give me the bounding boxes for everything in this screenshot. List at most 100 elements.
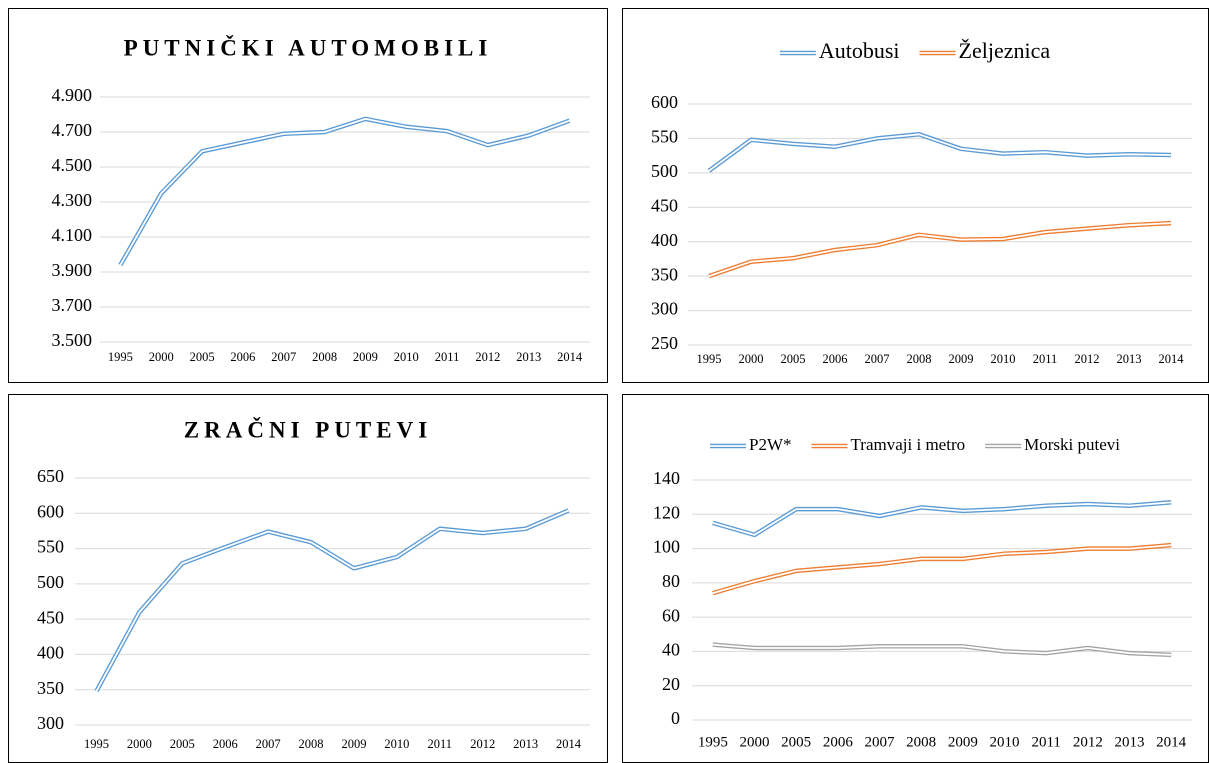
x-tick-label: 2007 <box>271 350 296 364</box>
x-tick-label: 2005 <box>781 734 811 750</box>
x-tick-label: 2000 <box>127 737 152 751</box>
panel-border <box>622 8 1209 383</box>
y-tick-label: 4.900 <box>52 85 93 105</box>
x-tick-label: 2006 <box>230 350 255 364</box>
y-tick-label: 450 <box>37 607 64 627</box>
line <box>94 508 570 693</box>
x-tick-label: 2014 <box>556 737 582 751</box>
y-tick-label: 3.900 <box>52 260 93 280</box>
x-tick-label: 2010 <box>384 737 409 751</box>
y-tick-label: 350 <box>651 264 678 284</box>
y-tick-label: 60 <box>662 605 680 625</box>
x-tick-label: 2009 <box>353 350 378 364</box>
x-tick-label: 2009 <box>949 352 974 366</box>
y-tick-label: 20 <box>662 674 680 694</box>
x-tick-label: 2014 <box>1156 734 1187 750</box>
y-tick-label: 4.300 <box>52 190 93 210</box>
x-tick-label: 2011 <box>1033 352 1058 366</box>
panel-border <box>8 8 608 383</box>
x-tick-label: 2012 <box>475 350 500 364</box>
y-tick-label: 3.500 <box>52 330 93 350</box>
x-tick-label: 2005 <box>190 350 215 364</box>
x-tick-label: 2005 <box>170 737 195 751</box>
x-tick-label: 2010 <box>990 734 1020 750</box>
y-tick-label: 100 <box>653 537 680 557</box>
x-tick-label: 2008 <box>299 737 324 751</box>
x-tick-label: 2013 <box>516 350 541 364</box>
x-tick-label: 2012 <box>470 737 495 751</box>
x-tick-label: 2008 <box>907 352 932 366</box>
x-tick-label: 2008 <box>906 734 936 750</box>
x-tick-label: 2012 <box>1075 352 1100 366</box>
y-tick-label: 550 <box>37 537 64 557</box>
chart-title: ZRAČNI PUTEVI <box>184 416 432 442</box>
y-tick-label: 140 <box>653 468 680 488</box>
line-inner <box>708 222 1172 277</box>
line-inner <box>712 501 1172 536</box>
x-tick-label: 2009 <box>341 737 366 751</box>
x-tick-label: 2008 <box>312 350 337 364</box>
panel-border <box>8 394 608 763</box>
x-tick-label: 2000 <box>740 734 770 750</box>
y-tick-label: 500 <box>37 572 64 592</box>
legend-label: Morski putevi <box>1024 435 1120 454</box>
x-tick-label: 2006 <box>823 734 854 750</box>
x-tick-label: 2012 <box>1073 734 1103 750</box>
x-tick-label: 2007 <box>256 737 281 751</box>
x-tick-label: 2009 <box>948 734 978 750</box>
y-tick-label: 550 <box>651 127 678 147</box>
y-tick-label: 650 <box>37 466 64 486</box>
x-tick-label: 1995 <box>84 737 109 751</box>
y-tick-label: 3.700 <box>52 295 93 315</box>
line <box>707 132 1172 173</box>
legend-label: P2W* <box>749 435 792 454</box>
y-tick-label: 400 <box>651 230 678 250</box>
x-tick-label: 2000 <box>739 352 764 366</box>
y-tick-label: 4.100 <box>52 225 93 245</box>
x-tick-label: 2013 <box>1115 734 1145 750</box>
x-tick-label: 2005 <box>781 352 806 366</box>
y-tick-label: 250 <box>651 333 678 353</box>
y-tick-label: 600 <box>37 501 64 521</box>
x-tick-label: 2007 <box>865 734 896 750</box>
y-tick-label: 600 <box>651 92 678 112</box>
y-tick-label: 120 <box>653 502 680 522</box>
y-tick-label: 500 <box>651 161 678 181</box>
legend-label: Autobusi <box>819 38 900 63</box>
x-tick-label: 1995 <box>697 352 722 366</box>
x-tick-label: 2011 <box>435 350 460 364</box>
legend-label: Tramvaji i metro <box>851 435 966 454</box>
line-inner <box>712 544 1172 594</box>
y-tick-label: 300 <box>37 713 64 733</box>
x-tick-label: 1995 <box>108 350 133 364</box>
y-tick-label: 4.500 <box>52 155 93 175</box>
x-tick-label: 2011 <box>428 737 453 751</box>
chart-title: PUTNIČKI AUTOMOBILI <box>124 34 493 60</box>
line-inner <box>712 643 1172 656</box>
x-tick-label: 2013 <box>513 737 538 751</box>
y-tick-label: 350 <box>37 678 64 698</box>
line-inner <box>708 133 1172 172</box>
x-tick-label: 2013 <box>1117 352 1142 366</box>
x-tick-label: 1995 <box>698 734 728 750</box>
x-tick-label: 2014 <box>557 350 583 364</box>
line <box>708 220 1172 279</box>
line-inner <box>119 118 570 266</box>
line <box>712 542 1172 596</box>
x-tick-label: 2000 <box>149 350 174 364</box>
y-tick-label: 0 <box>671 708 680 728</box>
x-tick-label: 2006 <box>213 737 238 751</box>
x-tick-label: 2011 <box>1031 734 1060 750</box>
y-tick-label: 450 <box>651 195 678 215</box>
x-tick-label: 2010 <box>991 352 1016 366</box>
y-tick-label: 400 <box>37 643 64 663</box>
y-tick-label: 40 <box>662 640 680 660</box>
x-tick-label: 2006 <box>823 352 848 366</box>
x-tick-label: 2014 <box>1159 352 1185 366</box>
y-tick-label: 80 <box>662 571 680 591</box>
line-inner <box>95 509 569 692</box>
y-tick-label: 300 <box>651 299 678 319</box>
legend-label: Željeznica <box>959 38 1051 63</box>
x-tick-label: 2010 <box>394 350 419 364</box>
